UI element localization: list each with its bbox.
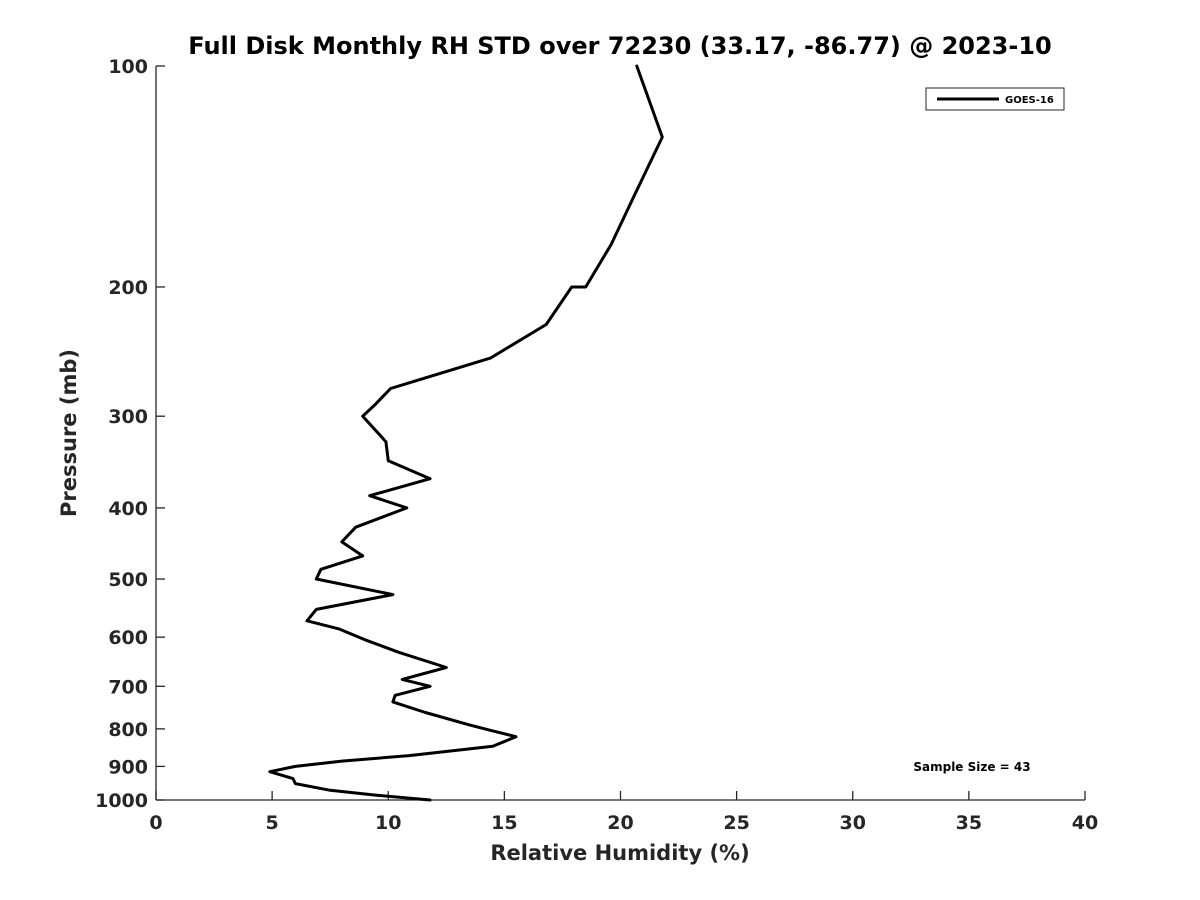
x-tick-label: 15 (491, 812, 517, 834)
x-tick-label: 5 (266, 812, 279, 834)
x-axis-label: Relative Humidity (%) (490, 841, 749, 865)
x-tick-label: 0 (149, 812, 162, 834)
legend: GOES-16 (925, 87, 1065, 111)
legend-label-goes-16: GOES-16 (1005, 95, 1054, 106)
y-tick-label: 600 (108, 627, 148, 649)
series-line-goes-16 (268, 64, 664, 802)
y-tick-label: 900 (108, 756, 148, 778)
x-ticks: 0 5 10 15 20 25 30 35 40 (149, 791, 1098, 834)
x-tick-label: 25 (723, 812, 749, 834)
y-tick-label: 200 (108, 277, 148, 299)
x-tick-label: 35 (956, 812, 982, 834)
y-ticks: 100 200 300 400 500 600 700 800 900 1000 (95, 56, 165, 812)
y-tick-label: 500 (108, 569, 148, 591)
y-tick-label: 100 (108, 56, 148, 78)
x-tick-label: 20 (607, 812, 633, 834)
y-axis-label: Pressure (mb) (57, 349, 81, 517)
y-tick-label: 700 (108, 676, 148, 698)
chart-title: Full Disk Monthly RH STD over 72230 (33.… (188, 32, 1051, 60)
series-layer (268, 64, 664, 802)
y-tick-label: 300 (108, 406, 148, 428)
x-tick-label: 30 (840, 812, 866, 834)
y-tick-label: 800 (108, 719, 148, 741)
x-tick-label: 40 (1072, 812, 1098, 834)
y-tick-label: 1000 (95, 790, 148, 812)
sample-size-annotation: Sample Size = 43 (913, 760, 1030, 774)
y-tick-label: 400 (108, 498, 148, 520)
x-tick-label: 10 (375, 812, 401, 834)
